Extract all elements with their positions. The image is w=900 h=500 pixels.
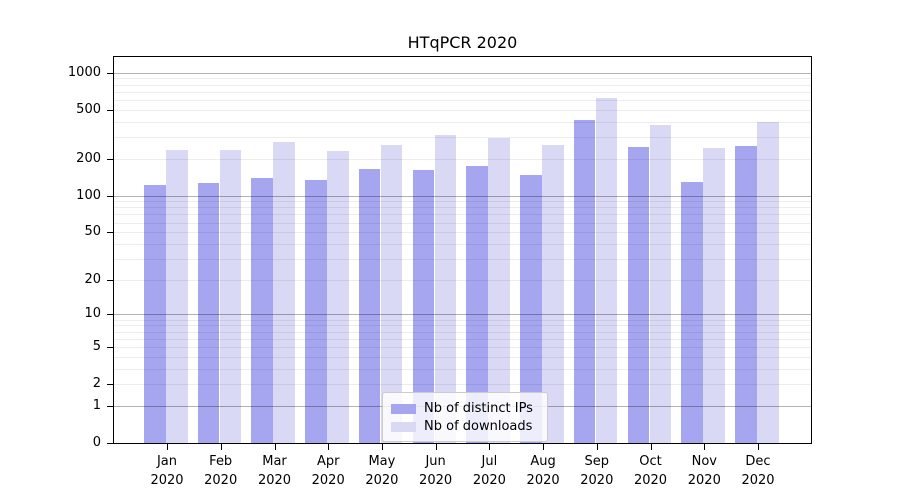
bar-downloads-jun (434, 135, 457, 443)
legend-swatch-distinct-ips (391, 403, 416, 414)
y-tick-label: 100 (76, 187, 101, 203)
bar-distinct-ips-apr (305, 180, 327, 443)
x-tick-label: Dec 2020 (741, 454, 775, 488)
legend-swatch-downloads (391, 421, 416, 432)
bar-distinct-ips-mar (251, 178, 273, 443)
bar-distinct-ips-oct (627, 146, 650, 443)
y-tick-label: 2 (92, 376, 101, 392)
y-tick-label: 0 (92, 435, 101, 450)
bar-distinct-ips-jun (412, 169, 435, 443)
x-tick-label: Apr 2020 (311, 454, 345, 488)
minor-gridline (114, 137, 811, 138)
bar-downloads-apr (327, 151, 349, 443)
y-tick-label: 50 (84, 224, 101, 240)
y-tick-label: 1 (92, 397, 101, 413)
legend-entry-downloads: Nb of downloads (391, 418, 539, 435)
y-axis-tick (107, 195, 114, 197)
minor-gridline (114, 84, 811, 86)
minor-gridline (114, 91, 811, 93)
bar-distinct-ips-dec (735, 146, 757, 443)
y-axis-tick (107, 405, 114, 407)
bar-downloads-nov (703, 148, 725, 443)
x-axis-tick (381, 444, 383, 450)
x-tick-label: Aug 2020 (526, 454, 560, 488)
y-tick-label: 10 (84, 306, 101, 322)
legend: Nb of distinct IPs Nb of downloads (382, 392, 548, 442)
y-axis-tick (107, 109, 114, 111)
x-axis-tick (274, 444, 276, 450)
bar-distinct-ips-jul (466, 165, 488, 443)
x-tick-label: Sep 2020 (580, 454, 614, 488)
bar-downloads-oct (649, 125, 672, 443)
x-axis-tick (758, 444, 759, 450)
x-tick-label: Jan 2020 (150, 454, 184, 488)
x-tick-label: Feb 2020 (204, 454, 238, 488)
bar-downloads-feb (219, 150, 242, 443)
bar-downloads-jan (166, 150, 188, 443)
y-axis-tick (107, 314, 114, 316)
x-axis-tick (489, 444, 491, 450)
y-axis-tick (107, 346, 114, 348)
x-axis-tick (650, 444, 652, 450)
y-axis-tick (107, 279, 114, 281)
legend-label-downloads: Nb of downloads (424, 419, 533, 434)
minor-gridline (114, 78, 811, 80)
y-tick-label: 500 (76, 101, 101, 117)
y-tick-label: 200 (76, 150, 101, 166)
y-axis-tick (107, 384, 114, 386)
bar-distinct-ips-jan (144, 184, 166, 443)
minor-gridline (114, 109, 811, 111)
y-axis-tick (107, 232, 114, 234)
legend-label-distinct-ips: Nb of distinct IPs (424, 401, 533, 416)
x-tick-label: Oct 2020 (633, 454, 668, 488)
x-axis-tick (220, 444, 222, 450)
x-tick-label: Mar 2020 (257, 454, 292, 488)
y-axis-tick (107, 443, 114, 444)
x-tick-label: May 2020 (365, 454, 399, 488)
bar-downloads-aug (542, 144, 564, 443)
bar-downloads-jul (488, 137, 510, 443)
bar-downloads-dec (757, 121, 779, 443)
x-axis-tick (596, 444, 598, 450)
x-tick-label: Jun 2020 (419, 454, 453, 488)
x-axis-tick (435, 444, 437, 450)
minor-gridline (114, 121, 811, 123)
chart-title: HTqPCR 2020 (407, 33, 518, 52)
bar-downloads-mar (273, 141, 295, 443)
major-gridline (114, 72, 811, 74)
bar-downloads-sep (595, 98, 618, 443)
plot-area (113, 56, 812, 444)
y-axis-tick (107, 72, 114, 74)
y-tick-label: 1000 (67, 64, 101, 80)
bar-distinct-ips-sep (573, 119, 596, 443)
y-tick-label: 5 (92, 338, 101, 354)
legend-entry-distinct-ips: Nb of distinct IPs (391, 400, 539, 417)
x-tick-label: Jul 2020 (472, 454, 506, 488)
x-tick-label: Nov 2020 (687, 454, 721, 488)
bar-downloads-may (380, 145, 403, 443)
bar-distinct-ips-nov (681, 181, 703, 443)
y-axis-tick (107, 158, 114, 160)
x-axis-tick (543, 444, 545, 450)
x-axis-tick (167, 444, 168, 450)
bar-distinct-ips-feb (197, 182, 220, 443)
minor-gridline (114, 99, 811, 101)
x-axis-tick (704, 444, 706, 450)
y-tick-label: 20 (84, 271, 101, 287)
x-axis-tick (328, 444, 330, 450)
bar-distinct-ips-aug (520, 174, 542, 443)
bar-distinct-ips-may (358, 169, 381, 443)
